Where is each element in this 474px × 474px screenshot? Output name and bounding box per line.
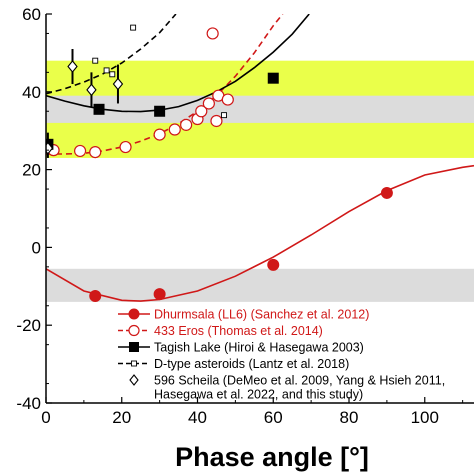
- data-point-4-2: [86, 83, 97, 97]
- legend-label-0: Dhurmsala (LL6) (Sanchez et al. 2012): [154, 308, 369, 322]
- legend-marker-1: [128, 324, 140, 337]
- data-point-4-1: [67, 60, 78, 73]
- legend-marker-3: [131, 360, 137, 367]
- data-point-4-0: [46, 141, 54, 155]
- data-point-0-1: [153, 288, 166, 301]
- data-point-0-2: [267, 258, 280, 271]
- legend-entry-1: 433 Eros (Thomas et al. 2014): [118, 324, 323, 338]
- legend-label-2: Tagish Lake (Hiroi & Hasegawa 2003): [154, 341, 364, 355]
- legend-entry-0: Dhurmsala (LL6) (Sanchez et al. 2012): [118, 308, 369, 322]
- data-point-2-2: [154, 105, 166, 117]
- data-point-1-5: [168, 123, 181, 136]
- data-point-2-1: [93, 103, 105, 115]
- data-point-1-10: [206, 27, 219, 40]
- legend-entry-2: Tagish Lake (Hiroi & Hasegawa 2003): [118, 341, 364, 355]
- legend-label-1: 433 Eros (Thomas et al. 2014): [154, 324, 323, 338]
- fit-curve-3: [46, 14, 177, 95]
- data-point-3-4: [221, 112, 227, 119]
- x-tick-label-1: 20: [112, 408, 131, 427]
- data-point-1-3: [119, 140, 132, 154]
- x-tick-label-5: 100: [411, 408, 439, 427]
- data-point-0-3: [380, 186, 393, 199]
- legend-marker-2: [129, 342, 139, 352]
- band-2: [46, 268, 474, 302]
- data-point-1-9: [202, 97, 215, 110]
- fit-curve-1: [46, 14, 284, 155]
- data-point-1-2: [89, 145, 102, 159]
- data-point-1-1: [73, 144, 87, 158]
- x-tick-label-2: 40: [188, 408, 207, 427]
- legend-marker-4: [129, 374, 139, 386]
- y-tick-label-3: 20: [22, 161, 41, 180]
- fit-curve-0: [46, 164, 474, 302]
- y-tick-label-1: -20: [16, 316, 41, 335]
- legend-label-3: D-type asteroids (Lantz et al. 2018): [154, 357, 349, 371]
- axes: -40 -20 0 20 40 60 0 20 40 60 80 100: [16, 5, 474, 427]
- x-axis-label: Phase angle [°]: [175, 442, 369, 472]
- legend-label-4: 596 Scheila (DeMeo et al. 2009, Yang & H…: [154, 374, 445, 388]
- data-point-4-3: [112, 77, 124, 91]
- data-point-3-1: [103, 67, 110, 74]
- data-point-1-13: [221, 93, 234, 106]
- data-point-1-8: [195, 105, 208, 118]
- legend-marker-0: [128, 308, 140, 320]
- data-point-1-11: [210, 114, 223, 128]
- legend-label-4-line2: Hasegawa et al. 2022, and this study): [154, 388, 363, 402]
- x-tick-label-3: 60: [264, 408, 283, 427]
- y-tick-label-0: -40: [16, 394, 41, 413]
- fit-curves: [46, 14, 474, 302]
- legend-entry-4: 596 Scheila (DeMeo et al. 2009, Yang & H…: [129, 374, 445, 402]
- data-point-1-6: [180, 118, 193, 131]
- data-points: [46, 24, 393, 303]
- fit-curve-2: [46, 14, 310, 113]
- data-point-2-3: [267, 72, 279, 84]
- data-point-3-2: [109, 71, 116, 78]
- data-point-3-0: [92, 57, 99, 64]
- x-tick-label-4: 80: [340, 408, 359, 427]
- y-tick-label-2: 0: [32, 238, 41, 257]
- legend: Dhurmsala (LL6) (Sanchez et al. 2012) 433…: [118, 308, 445, 402]
- y-tick-label-4: 40: [22, 83, 41, 102]
- legend-entry-3: D-type asteroids (Lantz et al. 2018): [118, 357, 349, 371]
- data-point-3-3: [130, 24, 137, 31]
- reference-bands: [46, 60, 474, 302]
- data-point-0-0: [89, 290, 102, 303]
- data-point-1-4: [153, 128, 166, 141]
- y-tick-label-5: 60: [22, 5, 41, 24]
- x-tick-label-0: 0: [41, 408, 50, 427]
